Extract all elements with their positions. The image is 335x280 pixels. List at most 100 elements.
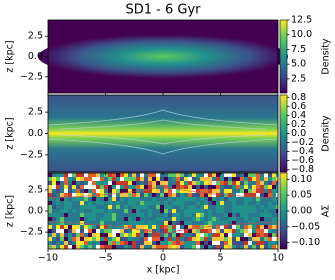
heatmap-cell — [72, 241, 76, 245]
heatmap-cell — [48, 185, 52, 189]
heatmap-cell — [208, 233, 212, 237]
heatmap-cell — [220, 185, 224, 189]
heatmap-cell — [192, 217, 196, 221]
heatmap-cell — [128, 173, 132, 177]
heatmap-cell — [56, 201, 60, 205]
heatmap-cell — [56, 225, 60, 229]
heatmap-cell — [92, 189, 96, 193]
heatmap-cell — [240, 245, 244, 249]
heatmap-cell — [64, 201, 68, 205]
heatmap-cell — [48, 193, 52, 197]
heatmap-cell — [228, 177, 232, 181]
heatmap-cell — [256, 225, 260, 229]
heatmap-cell — [120, 237, 124, 241]
heatmap-cell — [144, 181, 148, 185]
heatmap-cell — [52, 221, 56, 225]
heatmap-cell — [204, 229, 208, 233]
heatmap-cell — [256, 209, 260, 213]
heatmap-cell — [268, 189, 272, 193]
heatmap-cell — [212, 225, 216, 229]
heatmap-cell — [184, 213, 188, 217]
heatmap-cell — [68, 197, 72, 201]
heatmap-cell — [156, 209, 160, 213]
heatmap-cell — [84, 205, 88, 209]
heatmap-cell — [236, 205, 240, 209]
heatmap-cell — [264, 213, 268, 217]
heatmap-cell — [204, 193, 208, 197]
heatmap-cell — [240, 229, 244, 233]
heatmap-cell — [252, 189, 256, 193]
heatmap-cell — [52, 245, 56, 249]
heatmap-cell — [260, 217, 264, 221]
heatmap-cell — [264, 209, 268, 213]
heatmap-cell — [244, 225, 248, 229]
heatmap-cell — [84, 225, 88, 229]
heatmap-cell — [260, 241, 264, 245]
heatmap-cell — [60, 193, 64, 197]
heatmap-cell — [92, 233, 96, 237]
heatmap-cell — [220, 233, 224, 237]
heatmap-cell — [84, 245, 88, 249]
heatmap-cell — [48, 209, 52, 213]
heatmap-cell — [72, 205, 76, 209]
heatmap-cell — [168, 193, 172, 197]
heatmap-cell — [256, 213, 260, 217]
heatmap-cell — [136, 213, 140, 217]
heatmap-cell — [168, 221, 172, 225]
heatmap-cell — [48, 201, 52, 205]
heatmap-cell — [276, 233, 278, 237]
y-axis-label: z [kpc] — [5, 117, 16, 149]
heatmap-cell — [260, 189, 264, 193]
colorbar-label: Density — [321, 115, 332, 151]
heatmap-cell — [56, 181, 60, 185]
heatmap-cell — [176, 189, 180, 193]
heatmap-cell — [80, 193, 84, 197]
heatmap-cell — [272, 217, 276, 221]
heatmap-cell — [84, 217, 88, 221]
heatmap-cell — [68, 225, 72, 229]
heatmap-cell — [112, 181, 116, 185]
heatmap-cell — [200, 221, 204, 225]
heatmap-cell — [208, 197, 212, 201]
heatmap-cell — [236, 209, 240, 213]
heatmap-cell — [200, 233, 204, 237]
x-tick-label: 0 — [160, 253, 166, 264]
heatmap-cell — [156, 201, 160, 205]
heatmap-cell — [112, 201, 116, 205]
heatmap-cell — [136, 201, 140, 205]
heatmap-cell — [152, 221, 156, 225]
heatmap-cell — [128, 205, 132, 209]
heatmap-cell — [212, 201, 216, 205]
heatmap-cell — [244, 241, 248, 245]
heatmap-cell — [140, 173, 144, 177]
heatmap-cell — [100, 209, 104, 213]
heatmap-cell — [240, 173, 244, 177]
heatmap-cell — [148, 233, 152, 237]
heatmap-cell — [216, 213, 220, 217]
heatmap-cell — [88, 197, 92, 201]
heatmap-cell — [140, 185, 144, 189]
heatmap-cell — [256, 241, 260, 245]
heatmap-cell — [136, 205, 140, 209]
heatmap-cell — [52, 185, 56, 189]
heatmap-cell — [252, 229, 256, 233]
heatmap-cell — [72, 213, 76, 217]
heatmap-cell — [272, 245, 276, 249]
heatmap-cell — [200, 213, 204, 217]
heatmap-cell — [188, 193, 192, 197]
heatmap-cell — [100, 185, 104, 189]
heatmap-cell — [160, 213, 164, 217]
heatmap-cell — [208, 209, 212, 213]
heatmap-cell — [60, 221, 64, 225]
heatmap-cell — [268, 233, 272, 237]
heatmap-cell — [224, 189, 228, 193]
heatmap-cell — [264, 217, 268, 221]
heatmap-cell — [80, 233, 84, 237]
heatmap-cell — [124, 241, 128, 245]
heatmap-cell — [244, 209, 248, 213]
heatmap-cell — [112, 193, 116, 197]
y-tick-label: 2.5 — [28, 184, 43, 195]
heatmap-cell — [88, 185, 92, 189]
heatmap-cell — [228, 237, 232, 241]
heatmap-cell — [68, 189, 72, 193]
